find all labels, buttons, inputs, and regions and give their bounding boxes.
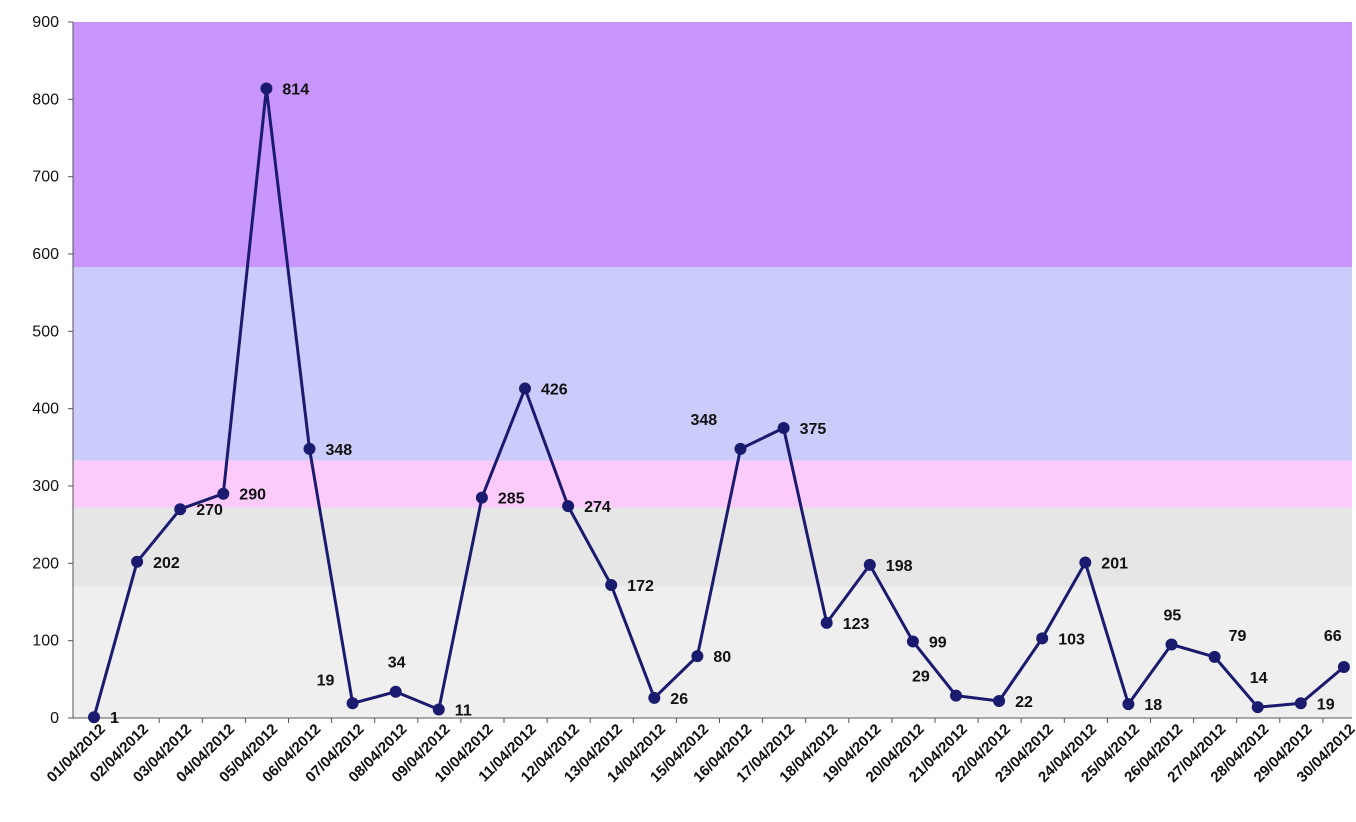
y-tick-label: 400 — [32, 401, 59, 418]
data-point — [993, 694, 1006, 707]
data-point — [1122, 698, 1135, 711]
data-label: 22 — [1015, 694, 1033, 711]
data-label: 103 — [1058, 631, 1085, 648]
data-label: 29 — [912, 669, 930, 686]
background-band-3 — [73, 267, 1352, 461]
data-point — [174, 503, 187, 516]
data-label: 348 — [326, 442, 353, 459]
data-label: 95 — [1164, 608, 1182, 625]
data-point — [260, 82, 273, 95]
y-tick-label: 800 — [32, 91, 59, 108]
background-band-1 — [73, 507, 1352, 587]
y-tick-label: 900 — [32, 14, 59, 31]
data-point — [691, 650, 704, 663]
data-label: 290 — [239, 487, 266, 504]
data-point — [217, 487, 230, 500]
data-point — [562, 500, 575, 513]
data-point — [432, 703, 445, 716]
data-point — [1294, 697, 1307, 710]
data-label: 123 — [843, 616, 870, 633]
data-label: 11 — [455, 702, 472, 719]
data-point — [734, 442, 747, 455]
y-tick-label: 600 — [32, 246, 59, 263]
data-point — [820, 616, 833, 629]
data-label: 34 — [388, 655, 406, 672]
background-band-0 — [73, 586, 1352, 718]
data-point — [1079, 556, 1092, 569]
data-label: 66 — [1324, 628, 1342, 645]
data-point — [519, 382, 531, 395]
y-tick-label: 0 — [50, 710, 59, 727]
background-band-4 — [73, 22, 1352, 268]
data-label: 26 — [670, 691, 688, 708]
data-point — [1036, 632, 1049, 645]
data-label: 172 — [627, 578, 654, 595]
data-point — [950, 689, 962, 702]
data-point — [777, 422, 790, 434]
data-point — [475, 491, 488, 504]
data-label: 270 — [196, 502, 223, 519]
data-label: 426 — [541, 382, 568, 399]
y-tick-label: 100 — [32, 633, 59, 650]
background-band-2 — [73, 460, 1352, 508]
data-point — [1251, 701, 1264, 714]
data-point — [648, 691, 661, 704]
data-labels: 1 202 270 290 814 348 19 34 11 285 426 274 172 26 80 34… — [110, 82, 1342, 728]
series-line — [92, 87, 1345, 718]
data-label: 202 — [153, 555, 180, 572]
data-point — [605, 578, 618, 591]
data-point — [389, 685, 402, 698]
data-label: 80 — [713, 649, 731, 666]
data-point — [346, 697, 359, 710]
background-bands — [73, 22, 1352, 718]
data-point — [303, 442, 316, 455]
data-label: 19 — [317, 672, 335, 689]
data-points — [88, 82, 1350, 724]
data-label: 285 — [498, 491, 525, 508]
data-label: 19 — [1317, 696, 1335, 713]
data-label: 99 — [929, 634, 947, 651]
y-tick-label: 700 — [32, 169, 59, 186]
axes — [68, 21, 1352, 723]
data-point — [1337, 660, 1350, 673]
data-label: 375 — [800, 421, 827, 438]
series-line-group — [92, 87, 1345, 718]
data-label: 274 — [584, 499, 611, 516]
data-point — [131, 555, 144, 568]
y-tick-label: 300 — [32, 478, 59, 495]
data-label: 348 — [691, 412, 718, 429]
data-point — [863, 558, 876, 571]
y-tick-label: 200 — [32, 555, 59, 572]
data-label: 18 — [1144, 697, 1162, 714]
data-point — [88, 711, 100, 724]
data-label: 814 — [282, 82, 309, 99]
data-label: 14 — [1250, 670, 1268, 687]
data-label: 79 — [1229, 628, 1247, 645]
data-point — [1165, 638, 1178, 651]
data-label: 201 — [1101, 556, 1128, 573]
data-label: 1 — [110, 710, 119, 727]
data-point — [906, 635, 919, 648]
data-point — [1208, 650, 1221, 663]
y-tick-label: 500 — [32, 323, 59, 340]
data-label: 198 — [886, 558, 913, 575]
